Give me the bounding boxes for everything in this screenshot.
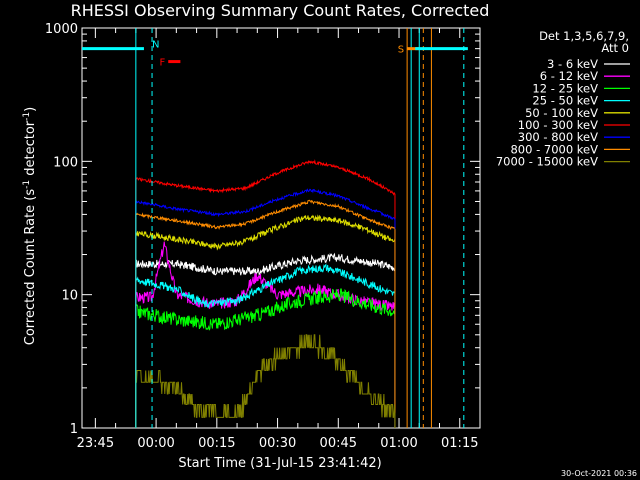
y-axis-label-sup2: -1 bbox=[22, 112, 32, 121]
legend-item-label: 300 - 800 keV bbox=[518, 130, 598, 144]
legend-header-line2: Att 0 bbox=[601, 41, 629, 55]
x-tick-label: 23:45 bbox=[77, 436, 114, 451]
y-axis-label: Corrected Count Rate (s-1 detector-1) bbox=[22, 107, 38, 345]
series-line bbox=[135, 334, 396, 418]
y-axis-label-mid: detector bbox=[23, 120, 38, 180]
svg-text:Corrected Count Rate (s-1 dete: Corrected Count Rate (s-1 detector-1) bbox=[22, 107, 38, 345]
legend-header-line1: Det 1,3,5,6,7,9, bbox=[539, 29, 629, 43]
series-line bbox=[135, 159, 396, 196]
y-tick-label: 100 bbox=[53, 155, 78, 170]
series-line bbox=[135, 188, 396, 220]
annotation-label: N bbox=[152, 40, 159, 51]
x-tick-label: 00:30 bbox=[259, 436, 296, 451]
y-axis-label-text: Corrected Count Rate (s bbox=[23, 189, 38, 346]
y-axis-label-sup1: -1 bbox=[22, 180, 32, 189]
y-tick-label: 1 bbox=[70, 422, 78, 437]
y-axis-label-end: ) bbox=[23, 107, 38, 112]
plot-frame bbox=[81, 27, 481, 429]
x-tick-label: 01:00 bbox=[380, 436, 417, 451]
series-line bbox=[135, 252, 396, 276]
series-line bbox=[135, 288, 396, 331]
legend-item-label: 800 - 7000 keV bbox=[510, 142, 598, 156]
x-tick-label: 00:15 bbox=[198, 436, 235, 451]
annotation-label: F bbox=[159, 58, 165, 69]
series-line bbox=[135, 241, 396, 312]
series-line bbox=[135, 199, 396, 230]
legend-item-label: 7000 - 15000 keV bbox=[496, 155, 598, 169]
footer-timestamp: 30-Oct-2021 00:36 bbox=[561, 469, 637, 478]
legend-item-label: 25 - 50 keV bbox=[532, 94, 598, 108]
x-tick-label: 01:15 bbox=[441, 436, 478, 451]
legend-item-label: 50 - 100 keV bbox=[525, 106, 598, 120]
x-tick-label: 00:45 bbox=[320, 436, 357, 451]
x-tick-label: 00:00 bbox=[137, 436, 174, 451]
series-line bbox=[135, 214, 396, 251]
chart-title: RHESSI Observing Summary Count Rates, Co… bbox=[71, 1, 490, 20]
y-tick-label: 1000 bbox=[45, 22, 78, 37]
legend-item-label: 6 - 12 keV bbox=[540, 69, 598, 83]
series-line bbox=[135, 263, 396, 309]
y-tick-label: 10 bbox=[61, 289, 78, 304]
annotation-label: S bbox=[398, 45, 404, 56]
legend-item-label: 100 - 300 keV bbox=[518, 118, 598, 132]
legend-item-label: 3 - 6 keV bbox=[547, 57, 598, 71]
legend-item-label: 12 - 25 keV bbox=[532, 81, 598, 95]
x-axis-label: Start Time (31-Jul-15 23:41:42) bbox=[178, 456, 381, 471]
